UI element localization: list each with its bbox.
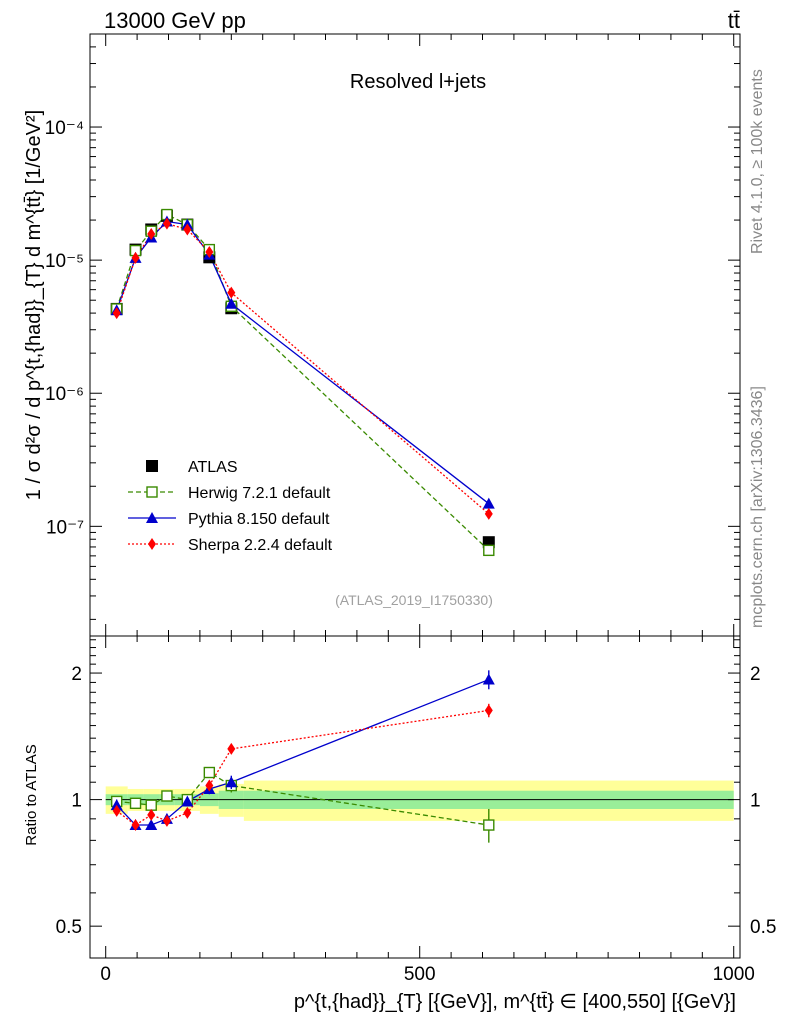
- main-data-point: [482, 497, 495, 509]
- main-data-point: [483, 544, 495, 557]
- ratio-data-layer: [110, 670, 495, 843]
- ratio-y-tick-label: 2: [71, 664, 82, 685]
- ratio-data-point: [145, 819, 158, 831]
- energy-label: 13000 GeV pp: [104, 8, 246, 33]
- ratio-y-tick-label-right: 1: [750, 791, 761, 812]
- legend-label: Sherpa 2.2.4 default: [188, 537, 333, 554]
- ratio-data-point: [484, 704, 493, 717]
- ratio-y-tick-label: 0.5: [56, 917, 82, 938]
- main-y-axis-label: 1 / σ d²σ / d p^{t,{had}}_{T} d m^{tt̄} …: [23, 110, 45, 500]
- ratio-data-point: [162, 814, 171, 827]
- ratio-panel: 0.5 0.5 1 1 2 2 0 500 1000 Ratio to ATLAS p^{t,{…: [23, 635, 776, 1013]
- ratio-x-tick-label: 500: [404, 964, 436, 985]
- ratio-x-tick-label: 1000: [713, 964, 755, 985]
- main-series-line: [116, 220, 490, 505]
- x-axis-label: p^{t,{had}}_{T} [{GeV}], m^{tt̄} ∈ [400,…: [294, 991, 736, 1013]
- main-y-tick-label: 10⁻⁵: [45, 251, 84, 272]
- main-data-point: [227, 286, 236, 299]
- ratio-x-tick-label: 0: [100, 964, 111, 985]
- main-panel: 10⁻⁷ 10⁻⁶ 10⁻⁵ 10⁻⁴ Resolved l+jets (ATLAS_…: [23, 33, 741, 637]
- main-y-tick-label: 10⁻⁷: [46, 517, 84, 538]
- ratio-axes-layer: 0.5 0.5 1 1 2 2 0 500 1000: [56, 636, 776, 985]
- legend-label: Pythia 8.150 default: [188, 511, 330, 528]
- analysis-watermark: (ATLAS_2019_I1750330): [335, 592, 493, 608]
- ratio-y-tick-label: 1: [71, 791, 82, 812]
- main-axes-layer: 10⁻⁷ 10⁻⁶ 10⁻⁵ 10⁻⁴: [45, 33, 740, 636]
- ratio-data-point: [181, 795, 194, 807]
- main-data-point: [162, 217, 171, 230]
- main-y-tick-label: 10⁻⁶: [45, 384, 84, 405]
- main-data-point: [183, 223, 192, 236]
- main-data-point: [147, 228, 156, 241]
- main-data-layer: [110, 208, 495, 557]
- main-data-point: [131, 251, 140, 264]
- legend-marker: [146, 460, 158, 472]
- ratio-data-point: [161, 790, 173, 802]
- process-label: tt̄: [728, 8, 740, 33]
- legend-marker: [146, 486, 158, 498]
- main-title: Resolved l+jets: [350, 71, 486, 93]
- ratio-data-point: [205, 779, 214, 792]
- rivet-label: Rivet 4.1.0, ≥ 100k events: [749, 69, 766, 254]
- ratio-data-point: [227, 742, 236, 755]
- legend-label: ATLAS: [188, 459, 238, 476]
- ratio-data-point: [225, 776, 238, 788]
- legend-marker: [148, 538, 156, 550]
- ratio-data-point: [129, 797, 142, 809]
- main-y-tick-label: 10⁻⁴: [45, 118, 84, 139]
- ratio-data-point: [482, 673, 495, 685]
- ratio-data-point: [183, 806, 192, 819]
- main-data-point: [484, 507, 493, 520]
- legend-marker: [146, 512, 158, 523]
- ratio-y-axis-label: Ratio to ATLAS: [23, 744, 40, 845]
- main-data-point: [225, 297, 238, 309]
- ratio-data-point: [203, 766, 216, 779]
- ratio-data-point: [483, 819, 495, 831]
- main-data-point: [112, 307, 121, 320]
- legend-label: Herwig 7.2.1 default: [188, 485, 331, 502]
- main-data-point: [205, 246, 214, 259]
- ratio-data-point: [147, 808, 156, 821]
- ratio-data-point: [112, 804, 121, 817]
- main-series-line: [116, 222, 490, 515]
- ratio-data-point: [110, 799, 123, 811]
- ratio-data-point: [145, 799, 157, 811]
- mcplots-label: mcplots.cern.ch [arXiv:1306.3436]: [749, 386, 766, 628]
- legend: ATLAS Herwig 7.2.1 default Pythia 8.150 de…: [128, 459, 333, 554]
- ratio-frame: [89, 635, 741, 959]
- ratio-y-tick-label-right: 0.5: [750, 917, 776, 938]
- ratio-y-tick-label-right: 2: [750, 664, 761, 685]
- ratio-data-point: [131, 819, 140, 832]
